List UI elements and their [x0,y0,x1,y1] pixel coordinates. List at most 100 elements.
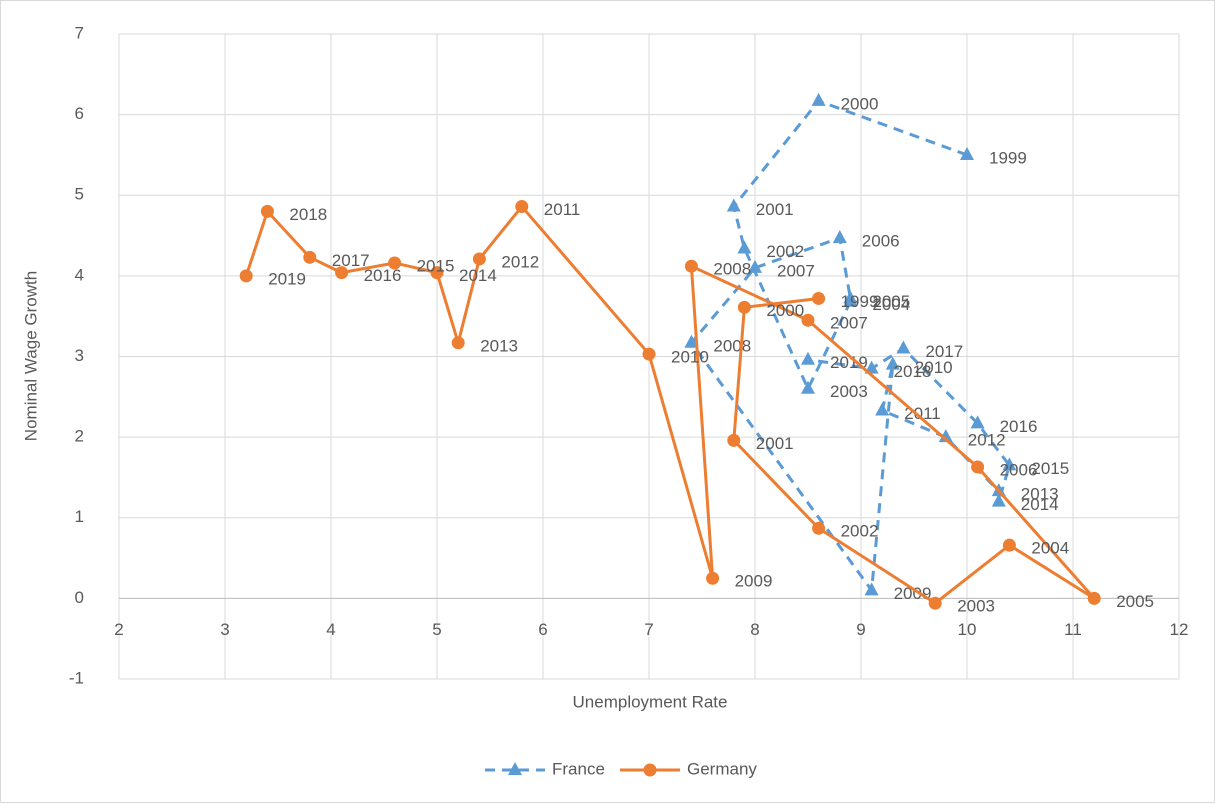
point-label: 2011 [544,200,581,219]
point [832,229,847,243]
point-label: 2006 [862,231,900,250]
point [239,269,253,283]
point-label: 1999 [989,148,1027,167]
y-tick-label: 3 [75,346,84,365]
point [748,259,762,273]
x-tick-label: 3 [220,620,229,639]
point [875,402,890,416]
point [1002,538,1016,552]
x-tick-label: 5 [432,620,441,639]
point [684,259,698,273]
point [260,204,274,218]
y-tick-label: 6 [75,104,84,123]
point-label: 2008 [713,260,751,279]
point [684,334,699,348]
point [991,493,1006,507]
point-label: 1999 [841,292,879,311]
point [1002,457,1017,471]
point [801,313,815,327]
point [727,433,741,447]
point-label: 2002 [766,242,804,261]
x-tick-label: 2 [114,620,123,639]
point-label: 2010 [671,348,709,367]
point [843,290,858,304]
point-label: 2007 [777,261,815,280]
point-label: 2011 [904,404,941,423]
legend-marker [643,763,657,777]
point [1087,591,1101,605]
x-tick-label: 12 [1170,620,1189,639]
point-label: 2013 [480,336,518,355]
point [706,571,720,585]
point-label: 2006 [1000,460,1038,479]
y-tick-label: 7 [75,23,84,42]
y-tick-label: 5 [75,185,84,204]
point [451,336,465,350]
point-label: 2000 [841,94,879,113]
point [737,240,752,254]
x-axis-label: Unemployment Rate [573,692,728,711]
point [726,198,741,212]
point [801,380,815,394]
y-tick-label: -1 [69,668,84,687]
point-label: 2009 [894,584,932,603]
point [388,256,402,270]
y-tick-label: 2 [75,427,84,446]
point-label: 2018 [289,205,327,224]
legend-label: France [552,759,605,778]
x-tick-label: 4 [326,620,335,639]
point-label: 2007 [830,314,868,333]
point [928,596,942,610]
point-label: 2013 [1021,485,1059,504]
x-tick-label: 7 [644,620,653,639]
point [960,146,974,160]
point-label: 2003 [957,597,995,616]
y-tick-label: 0 [75,588,84,607]
point [812,291,826,305]
point-label: 2001 [756,434,794,453]
y-tick-label: 4 [75,265,84,284]
point-label: 2016 [1000,417,1038,436]
point-label: 2004 [1031,539,1069,558]
point [801,351,815,365]
x-tick-label: 11 [1064,620,1082,639]
legend-marker [508,762,522,775]
point-label: 2005 [872,292,910,311]
point [737,300,751,314]
point-label: 2003 [830,382,868,401]
point [811,92,826,106]
point-label: 2008 [713,336,751,355]
point-label: 2012 [501,252,539,271]
point-label: 2012 [968,431,1006,450]
point-label: 2017 [925,342,963,361]
point [430,266,444,280]
point [970,415,985,429]
point [885,356,900,370]
legend-label: Germany [687,759,757,778]
point [303,250,317,264]
point [472,252,486,266]
point-label: 2002 [841,522,879,541]
point-label: 2004 [872,295,910,314]
x-tick-label: 9 [856,620,865,639]
point-label: 2015 [417,256,455,275]
point-label: 2001 [756,200,794,219]
point [938,429,953,443]
point [971,460,985,474]
x-tick-label: 10 [958,620,977,639]
point-label: 2014 [1021,495,1059,514]
point [812,521,826,535]
y-tick-label: 1 [75,507,84,526]
x-tick-label: 6 [538,620,547,639]
y-axis-label: Nominal Wage Growth [21,271,40,441]
point-label: 2005 [1116,592,1154,611]
point [642,347,656,361]
point-label: 2009 [735,572,773,591]
point-label: 2018 [894,362,932,381]
point [335,266,349,280]
point-label: 2015 [1031,459,1069,478]
point [896,340,911,354]
point-label: 2016 [364,266,402,285]
